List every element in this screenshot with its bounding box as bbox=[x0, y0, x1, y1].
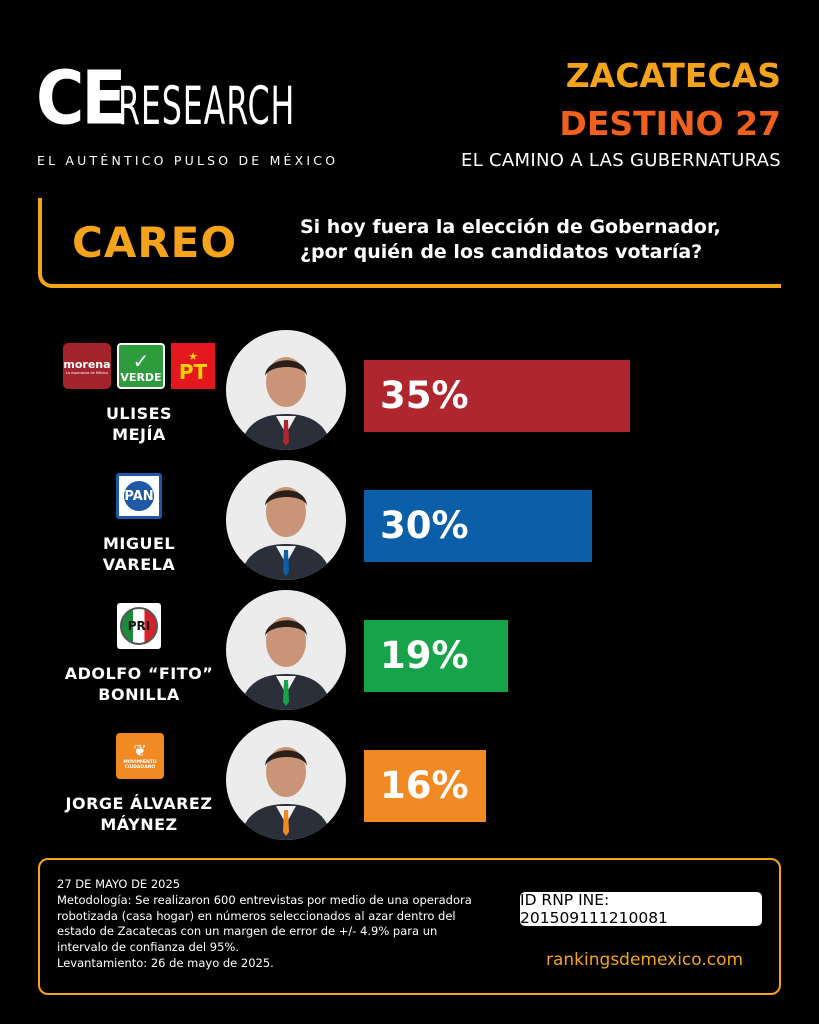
candidate-name-line: MIGUEL bbox=[102, 534, 176, 553]
candidate-name-line: MEJÍA bbox=[112, 425, 166, 444]
candidate-name: ADOLFO “FITO” BONILLA bbox=[49, 663, 229, 705]
rnp-id-badge: ID RNP INE: 201509111210081 bbox=[520, 891, 762, 927]
candidate-name-line: MÁYNEZ bbox=[100, 815, 178, 834]
candidate-name-line: ULISES bbox=[105, 404, 173, 423]
mc-logo: ❦ MOVIMIENTO CIUDADANO bbox=[116, 733, 164, 779]
candidate-name-line: VARELA bbox=[102, 555, 176, 574]
person-silhouette-icon bbox=[240, 747, 332, 840]
person-silhouette-icon bbox=[240, 357, 332, 450]
bar-value-label: 16% bbox=[380, 764, 469, 807]
bar bbox=[364, 620, 509, 692]
candidate-photo bbox=[226, 330, 346, 450]
morena-logo-sub: La esperanza de México bbox=[65, 370, 109, 375]
candidate-name-line: BONILLA bbox=[98, 685, 180, 704]
morena-logo-text: morena bbox=[63, 357, 111, 371]
poll-question: Si hoy fuera la elección de Gobernador, … bbox=[300, 215, 760, 265]
star-icon: ★ bbox=[188, 349, 198, 363]
pan-logo-circle: PAN bbox=[122, 479, 156, 513]
logo-research: RESEARCH bbox=[118, 77, 296, 138]
candidate-name: ULISES MEJÍA bbox=[49, 403, 229, 445]
candidate-name: JORGE ÁLVAREZ MÁYNEZ bbox=[49, 793, 229, 835]
morena-logo: morena La esperanza de México bbox=[63, 343, 111, 389]
candidate-name-line: JORGE ÁLVAREZ bbox=[65, 794, 213, 813]
pri-logo-circle: PRI bbox=[120, 607, 158, 645]
footer-box bbox=[38, 858, 781, 995]
question-line-2: ¿por quién de los candidatos votaría? bbox=[300, 241, 703, 263]
bar-value-label: 30% bbox=[380, 504, 469, 547]
verde-logo: ✓ VERDE bbox=[117, 343, 165, 389]
bar bbox=[364, 750, 486, 822]
header-subtitle: EL CAMINO A LAS GUBERNATURAS bbox=[461, 150, 781, 171]
pri-logo: PRI bbox=[117, 603, 161, 649]
section-label: CAREO bbox=[72, 218, 238, 267]
candidate-photo bbox=[226, 720, 346, 840]
candidate-photo bbox=[226, 460, 346, 580]
pt-logo: ★ PT bbox=[171, 343, 215, 389]
section-bracket bbox=[38, 198, 781, 288]
bar bbox=[364, 490, 592, 562]
mc-logo-text: MOVIMIENTO CIUDADANO bbox=[123, 760, 157, 770]
candidate-photo bbox=[226, 590, 346, 710]
header-state: ZACATECAS bbox=[565, 56, 781, 95]
pt-logo-text: PT bbox=[178, 359, 208, 384]
website-link[interactable]: rankingsdemexico.com bbox=[546, 950, 744, 970]
bar bbox=[364, 360, 630, 432]
footer-date: 27 DE MAYO DE 2025 bbox=[57, 877, 181, 891]
verde-logo-text: VERDE bbox=[120, 371, 162, 384]
logo-tagline: EL AUTÉNTICO PULSO DE MÉXICO bbox=[37, 153, 339, 168]
person-silhouette-icon bbox=[240, 487, 332, 580]
logo-ce: CE bbox=[36, 55, 127, 142]
bar-value-label: 35% bbox=[380, 374, 469, 417]
header-series: DESTINO 27 bbox=[559, 104, 781, 143]
bar-value-label: 19% bbox=[380, 634, 469, 677]
question-line-1: Si hoy fuera la elección de Gobernador, bbox=[300, 216, 721, 238]
eagle-icon: ❦ bbox=[133, 741, 147, 760]
candidate-name-line: ADOLFO “FITO” bbox=[64, 664, 214, 683]
footer-methodology: Metodología: Se realizaron 600 entrevist… bbox=[57, 893, 472, 954]
footer-fieldwork: Levantamiento: 26 de mayo de 2025. bbox=[57, 956, 274, 970]
toucan-icon: ✓ bbox=[132, 349, 150, 373]
candidate-name: MIGUEL VARELA bbox=[49, 533, 229, 575]
person-silhouette-icon bbox=[240, 617, 332, 710]
pan-logo: PAN bbox=[116, 473, 162, 519]
